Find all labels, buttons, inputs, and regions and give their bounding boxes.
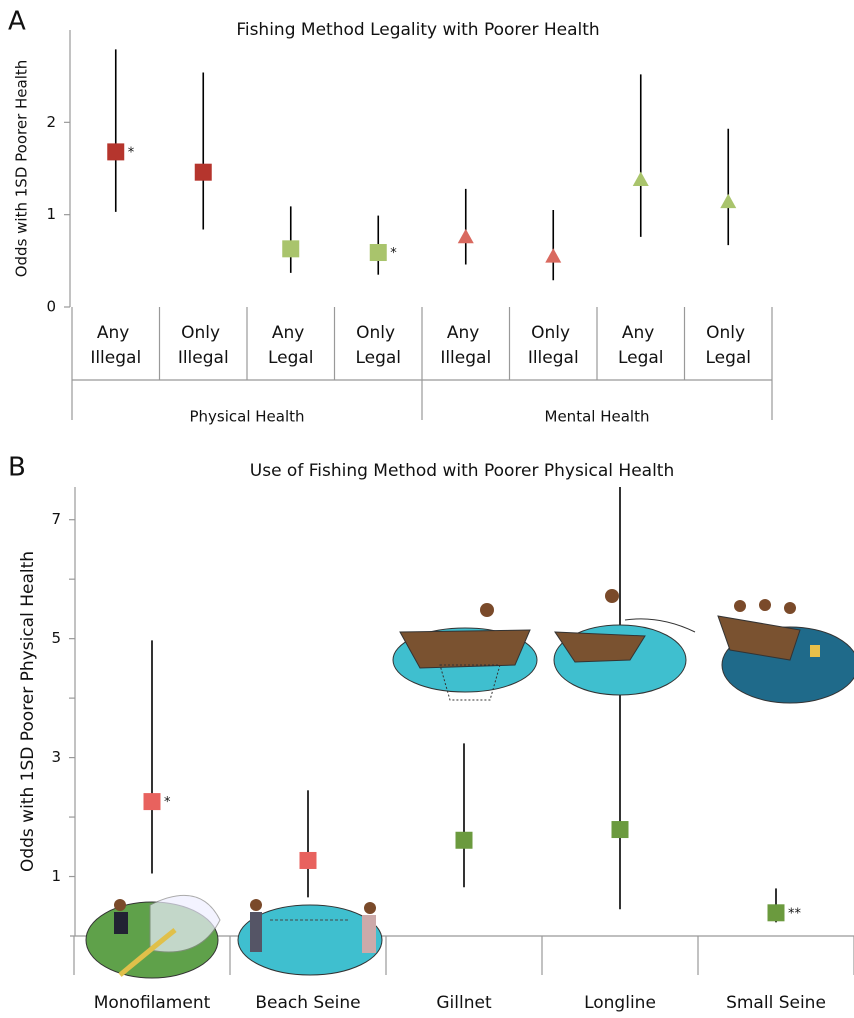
x-tick-label: Small Seine: [726, 993, 826, 1013]
point: [720, 193, 737, 209]
y-tick-label: 2: [46, 113, 56, 131]
y-tick-label: 7: [51, 510, 61, 528]
significance-label: **: [788, 906, 802, 921]
illustration-monofilament: [85, 894, 221, 979]
panel: A Fishing Method Legality with Poorer Hea…: [8, 7, 773, 426]
x-tick-label: Only Illegal: [528, 323, 579, 368]
x-tick-label: Any Legal: [618, 323, 664, 368]
chart-title: Use of Fishing Method with Poorer Physic…: [250, 461, 674, 481]
y-tick-label: 5: [51, 629, 61, 647]
x-tick-label: Only Illegal: [178, 323, 229, 368]
significance-label: *: [164, 795, 171, 810]
group-label: Physical Health: [189, 408, 304, 426]
point: [545, 248, 562, 263]
y-tick-label: 3: [51, 748, 61, 766]
illustration-longline: [553, 589, 696, 696]
point: [299, 851, 317, 869]
point: [143, 793, 161, 811]
y-axis-label: Odds with 1SD Poorer Physical Health: [18, 551, 38, 872]
point: [457, 228, 474, 244]
x-tick-label: Any Illegal: [440, 323, 491, 368]
point: [282, 240, 300, 258]
panel-label: B: [8, 453, 26, 483]
x-tick-label: Only Legal: [705, 323, 751, 368]
chart-title: Fishing Method Legality with Poorer Heal…: [236, 20, 599, 40]
x-tick-label: Longline: [584, 993, 656, 1013]
y-tick-label: 1: [51, 867, 61, 885]
y-tick-label: 0: [46, 298, 56, 316]
point: [369, 244, 387, 262]
y-axis-label: Odds with 1SD Poorer Health: [13, 60, 31, 278]
panel: B Use of Fishing Method with Poorer Physi…: [8, 453, 854, 1013]
x-tick-label: Beach Seine: [255, 993, 360, 1013]
group-label: Mental Health: [545, 408, 650, 426]
x-tick-label: Gillnet: [436, 993, 492, 1013]
x-tick-label: Any Illegal: [90, 323, 141, 368]
y-tick-label: 1: [46, 205, 56, 223]
illustration-gillnet: [392, 603, 538, 701]
point: [767, 904, 785, 922]
x-tick-label: Monofilament: [94, 993, 211, 1013]
x-tick-label: Any Legal: [268, 323, 314, 368]
panel-label: A: [8, 7, 26, 37]
point: [194, 163, 212, 181]
point: [632, 171, 649, 186]
point: [611, 821, 629, 839]
point: [455, 831, 473, 849]
x-tick-label: Only Legal: [355, 323, 401, 368]
illustration-small-seine: [717, 576, 854, 704]
point: [107, 143, 125, 161]
significance-label: *: [128, 145, 135, 160]
significance-label: *: [390, 246, 397, 261]
illustration-beach-seine: [237, 899, 383, 976]
